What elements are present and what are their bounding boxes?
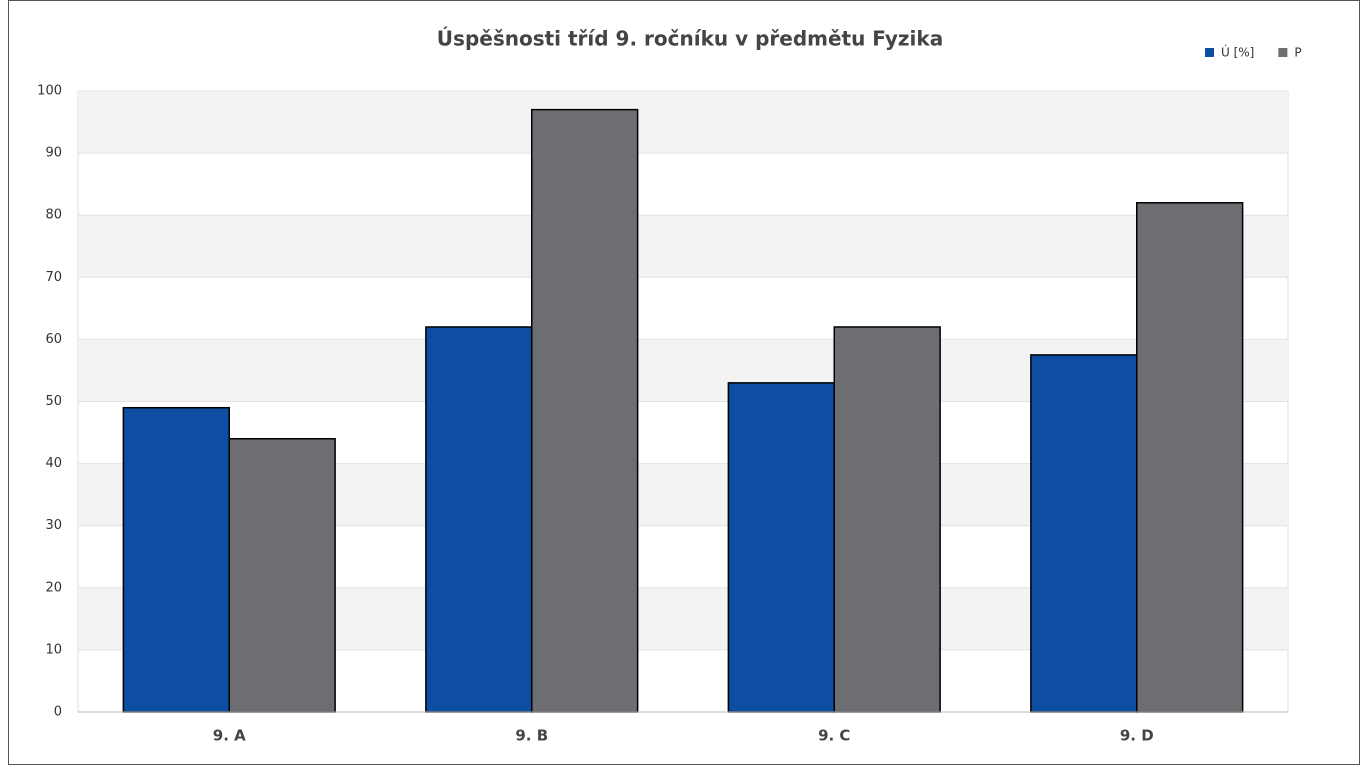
y-tick-label: 10 <box>45 642 62 657</box>
legend-swatch <box>1205 48 1214 57</box>
legend-label: P <box>1294 46 1301 60</box>
bar <box>1136 202 1244 713</box>
y-tick-label: 0 <box>54 705 62 720</box>
chart-title: Úspěšnosti tříd 9. ročníku v předmětu Fy… <box>437 27 943 51</box>
y-tick-label: 60 <box>45 332 62 347</box>
y-tick-label: 20 <box>45 580 62 595</box>
legend-swatch <box>1278 48 1288 57</box>
y-tick-label: 100 <box>37 84 62 99</box>
grid-band <box>78 91 1288 154</box>
y-tick-label: 50 <box>45 394 62 409</box>
y-tick-label: 70 <box>45 270 62 285</box>
legend-label: Ú [%] <box>1221 45 1254 60</box>
y-tick-label: 40 <box>45 456 62 471</box>
y-tick-label: 90 <box>45 146 62 161</box>
bar <box>228 438 336 713</box>
bar <box>531 108 639 713</box>
grid-band <box>78 215 1288 278</box>
bar <box>122 406 230 713</box>
bar <box>1030 354 1138 713</box>
y-tick-label: 80 <box>45 208 62 223</box>
y-tick-label: 30 <box>45 518 62 533</box>
bar <box>833 326 941 713</box>
bar <box>727 382 835 713</box>
x-tick-label: 9. B <box>515 727 548 745</box>
x-tick-label: 9. D <box>1120 727 1154 745</box>
x-tick-label: 9. C <box>818 727 850 745</box>
bar <box>425 326 533 713</box>
x-tick-label: 9. A <box>213 727 246 745</box>
